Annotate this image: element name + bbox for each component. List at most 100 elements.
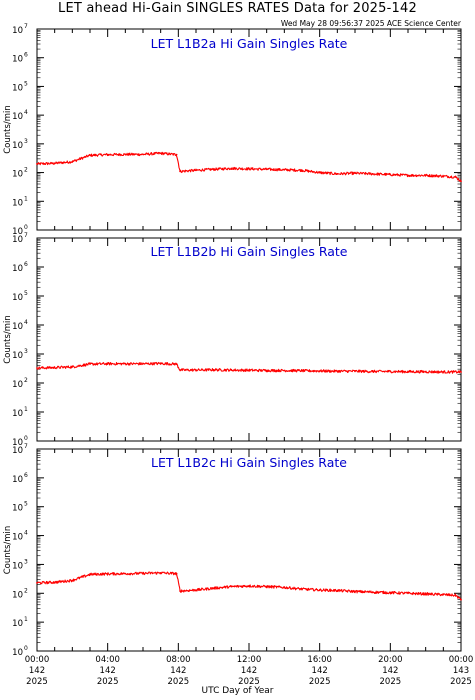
y-tick-exponent: 5 — [24, 80, 28, 87]
y-tick-exponent: 6 — [24, 52, 28, 59]
data-point — [71, 160, 74, 163]
data-point — [283, 369, 286, 372]
x-tick-label-time: 20:00 — [378, 655, 403, 665]
data-point — [195, 169, 197, 172]
data-point — [389, 591, 392, 594]
y-tick-label: 10 — [12, 264, 23, 274]
x-tick-label-day: 142 — [382, 666, 398, 676]
data-point — [248, 167, 250, 170]
data-point — [195, 369, 197, 371]
data-point — [71, 365, 74, 368]
data-point — [142, 153, 144, 156]
data-point — [36, 367, 38, 369]
data-point — [36, 163, 38, 165]
x-tick-label-day: 142 — [312, 666, 328, 676]
panel-title: LET L1B2a Hi Gain Singles Rate — [151, 36, 348, 51]
data-point — [265, 369, 268, 372]
plot-frame-3 — [36, 448, 462, 652]
y-tick-exponent: 3 — [24, 348, 28, 355]
series-line-2 — [36, 361, 462, 374]
y-tick-exponent: 1 — [24, 406, 28, 413]
x-tick-label-day: 143 — [453, 666, 469, 676]
data-point — [179, 170, 182, 173]
data-point — [106, 362, 109, 365]
x-tick-label-time: 08:00 — [166, 655, 191, 665]
data-point — [159, 571, 162, 574]
x-tick-label-day: 142 — [170, 666, 186, 676]
data-point — [179, 369, 182, 371]
data-point — [336, 589, 339, 592]
data-point — [454, 594, 457, 597]
data-point — [142, 362, 144, 365]
data-point — [407, 370, 409, 373]
data-point — [424, 593, 427, 595]
data-point — [336, 172, 339, 175]
y-tick-exponent: 2 — [24, 377, 28, 384]
data-point — [354, 370, 356, 373]
data-point — [248, 369, 250, 372]
y-axis-label: Counts/min — [3, 105, 13, 154]
data-point — [179, 590, 182, 592]
y-tick-exponent: 4 — [24, 530, 28, 537]
y-tick-exponent: 7 — [24, 232, 28, 239]
x-tick-label-year: 2025 — [26, 677, 48, 687]
data-point — [175, 363, 178, 365]
y-tick-exponent: 0 — [24, 224, 28, 231]
y-tick-exponent: 1 — [24, 616, 28, 623]
x-tick-label-year: 2025 — [309, 677, 331, 687]
data-point — [460, 180, 462, 183]
plot-frame-1 — [36, 28, 462, 231]
y-tick-exponent: 5 — [24, 290, 28, 297]
x-tick-label-year: 2025 — [97, 677, 119, 687]
y-tick-exponent: 0 — [24, 435, 28, 442]
panel-title: LET L1B2c Hi Gain Singles Rate — [151, 455, 347, 470]
data-point — [407, 592, 409, 595]
y-tick-exponent: 4 — [24, 109, 28, 116]
data-point — [371, 172, 374, 175]
y-tick-label: 10 — [12, 504, 23, 514]
panel-title: LET L1B2b Hi Gain Singles Rate — [151, 244, 348, 259]
chart-main-title: LET ahead Hi-Gain SINGLES RATES Data for… — [58, 1, 417, 16]
generation-timestamp: Wed May 28 09:56:37 2025 ACE Science Cen… — [280, 19, 461, 28]
x-tick-label-year: 2025 — [380, 677, 402, 687]
data-point — [407, 174, 409, 177]
data-point — [106, 153, 109, 156]
x-tick-label-time: 16:00 — [307, 655, 332, 665]
data-point — [371, 370, 374, 373]
x-tick-label-year: 2025 — [168, 677, 190, 687]
y-tick-label: 10 — [12, 533, 23, 543]
x-tick-label-time: 00:00 — [449, 655, 474, 665]
data-point — [442, 593, 445, 596]
y-tick-exponent: 7 — [24, 443, 28, 450]
data-point — [265, 585, 268, 588]
data-point — [175, 572, 178, 575]
x-tick-label-year: 2025 — [238, 677, 260, 687]
data-point — [212, 587, 215, 590]
y-tick-exponent: 3 — [24, 558, 28, 565]
data-point — [248, 585, 250, 587]
data-point — [336, 370, 339, 373]
y-tick-label: 10 — [12, 380, 23, 390]
data-point — [371, 591, 374, 593]
x-tick-label-time: 00:00 — [25, 655, 50, 665]
y-tick-exponent: 2 — [24, 167, 28, 174]
y-tick-label: 10 — [12, 227, 23, 237]
data-point — [142, 572, 144, 575]
data-point — [283, 586, 286, 589]
y-tick-exponent: 6 — [24, 472, 28, 479]
data-point — [301, 588, 303, 590]
data-point — [230, 369, 233, 371]
data-point — [89, 363, 91, 365]
y-tick-label: 10 — [12, 83, 23, 93]
y-tick-label: 10 — [12, 619, 23, 629]
y-tick-exponent: 6 — [24, 261, 28, 268]
x-tick-label-time: 12:00 — [237, 655, 262, 665]
data-point — [318, 370, 321, 372]
data-point — [89, 573, 91, 576]
data-point — [159, 152, 162, 155]
data-point — [36, 581, 38, 584]
y-tick-label: 10 — [12, 648, 23, 658]
y-tick-exponent: 7 — [24, 23, 28, 30]
plot-frame-2 — [36, 237, 462, 442]
y-tick-label: 10 — [12, 409, 23, 419]
